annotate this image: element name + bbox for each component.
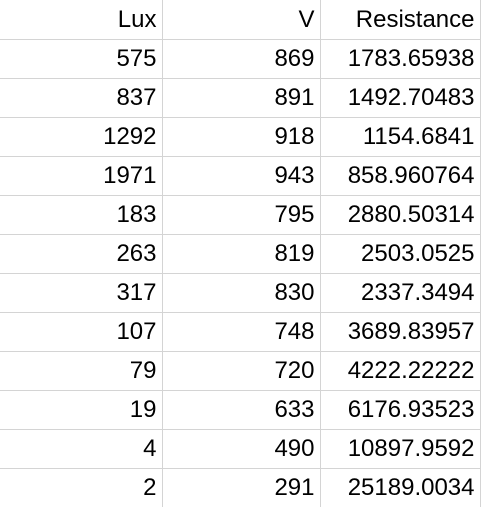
cell-resistance[interactable]: 1154.6841 bbox=[320, 117, 481, 157]
cell-v[interactable]: 748 bbox=[162, 312, 321, 352]
cell-lux[interactable]: 4 bbox=[0, 429, 163, 469]
cell-lux[interactable]: 107 bbox=[0, 312, 163, 352]
cell-v[interactable]: 943 bbox=[162, 156, 321, 196]
table-row: 575 869 1783.65938 bbox=[0, 39, 481, 79]
table-row: 317 830 2337.3494 bbox=[0, 273, 481, 313]
cell-lux[interactable]: 19 bbox=[0, 390, 163, 430]
cell-resistance[interactable]: 1492.70483 bbox=[320, 78, 481, 118]
table-row: 263 819 2503.0525 bbox=[0, 234, 481, 274]
cell-resistance[interactable]: 10897.9592 bbox=[320, 429, 481, 469]
table-row: 79 720 4222.22222 bbox=[0, 351, 481, 391]
header-row: Lux V Resistance bbox=[0, 0, 481, 40]
cell-lux[interactable]: 2 bbox=[0, 468, 163, 507]
cell-v[interactable]: 819 bbox=[162, 234, 321, 274]
cell-v[interactable]: 633 bbox=[162, 390, 321, 430]
table-row: 107 748 3689.83957 bbox=[0, 312, 481, 352]
cell-resistance[interactable]: 2880.50314 bbox=[320, 195, 481, 235]
cell-lux[interactable]: 263 bbox=[0, 234, 163, 274]
cell-lux[interactable]: 183 bbox=[0, 195, 163, 235]
cell-resistance[interactable]: 2337.3494 bbox=[320, 273, 481, 313]
table-row: 19 633 6176.93523 bbox=[0, 390, 481, 430]
table-row: 1292 918 1154.6841 bbox=[0, 117, 481, 157]
cell-v[interactable]: 891 bbox=[162, 78, 321, 118]
header-cell-lux[interactable]: Lux bbox=[0, 0, 163, 40]
cell-v[interactable]: 291 bbox=[162, 468, 321, 507]
cell-resistance[interactable]: 1783.65938 bbox=[320, 39, 481, 79]
cell-lux[interactable]: 1292 bbox=[0, 117, 163, 157]
cell-resistance[interactable]: 3689.83957 bbox=[320, 312, 481, 352]
cell-v[interactable]: 795 bbox=[162, 195, 321, 235]
cell-lux[interactable]: 317 bbox=[0, 273, 163, 313]
cell-resistance[interactable]: 858.960764 bbox=[320, 156, 481, 196]
cell-resistance[interactable]: 2503.0525 bbox=[320, 234, 481, 274]
table-row: 837 891 1492.70483 bbox=[0, 78, 481, 118]
cell-lux[interactable]: 1971 bbox=[0, 156, 163, 196]
header-cell-resistance[interactable]: Resistance bbox=[320, 0, 481, 40]
cell-resistance[interactable]: 25189.0034 bbox=[320, 468, 481, 507]
table-row: 2 291 25189.0034 bbox=[0, 468, 481, 507]
table-row: 4 490 10897.9592 bbox=[0, 429, 481, 469]
header-cell-v[interactable]: V bbox=[162, 0, 321, 40]
cell-lux[interactable]: 837 bbox=[0, 78, 163, 118]
cell-v[interactable]: 490 bbox=[162, 429, 321, 469]
cell-v[interactable]: 869 bbox=[162, 39, 321, 79]
table-row: 183 795 2880.50314 bbox=[0, 195, 481, 235]
cell-v[interactable]: 720 bbox=[162, 351, 321, 391]
cell-v[interactable]: 918 bbox=[162, 117, 321, 157]
table-row: 1971 943 858.960764 bbox=[0, 156, 481, 196]
cell-resistance[interactable]: 4222.22222 bbox=[320, 351, 481, 391]
cell-lux[interactable]: 79 bbox=[0, 351, 163, 391]
cell-lux[interactable]: 575 bbox=[0, 39, 163, 79]
cell-v[interactable]: 830 bbox=[162, 273, 321, 313]
cell-resistance[interactable]: 6176.93523 bbox=[320, 390, 481, 430]
